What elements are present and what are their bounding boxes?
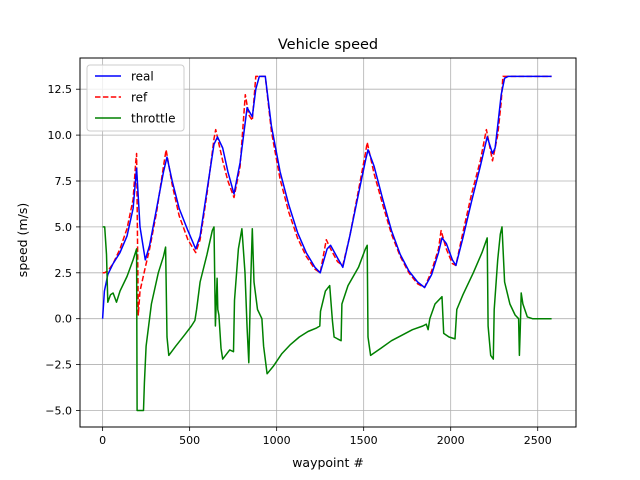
x-tick-label: 1000 — [263, 434, 291, 447]
chart-title: Vehicle speed — [278, 37, 378, 53]
legend-label-real: real — [131, 70, 154, 84]
y-tick-label: −5.0 — [45, 404, 72, 417]
series-line-throttle — [102, 226, 552, 412]
x-tick-label: 0 — [99, 434, 106, 447]
y-tick-label: 10.0 — [48, 129, 73, 142]
y-tick-label: 0.0 — [55, 313, 73, 326]
y-tick-label: 5.0 — [55, 221, 73, 234]
legend-label-throttle: throttle — [131, 112, 175, 126]
y-axis-label: speed (m/s) — [15, 203, 30, 277]
plot-frame — [79, 57, 577, 428]
y-tick-label: −2.5 — [45, 359, 72, 372]
x-tick-label: 1500 — [350, 434, 378, 447]
y-tick-label: 12.5 — [48, 83, 73, 96]
legend: real ref throttle — [86, 64, 185, 132]
series-group — [101, 75, 552, 412]
series-line-real — [101, 75, 552, 319]
x-axis-label: waypoint # — [292, 455, 364, 470]
y-tick-label: 7.5 — [55, 175, 73, 188]
series-line-ref — [102, 75, 552, 316]
y-tick-label: 2.5 — [55, 267, 73, 280]
x-tick-label: 2500 — [524, 434, 552, 447]
legend-box — [86, 64, 185, 132]
grid — [80, 58, 576, 427]
axis-ticks: 0 500 1000 1500 2000 2500 −5.0 −2.5 0.0 2.5 5.0 7.5… — [45, 83, 551, 447]
x-tick-label: 500 — [179, 434, 200, 447]
x-tick-label: 2000 — [437, 434, 465, 447]
legend-label-ref: ref — [131, 91, 148, 105]
